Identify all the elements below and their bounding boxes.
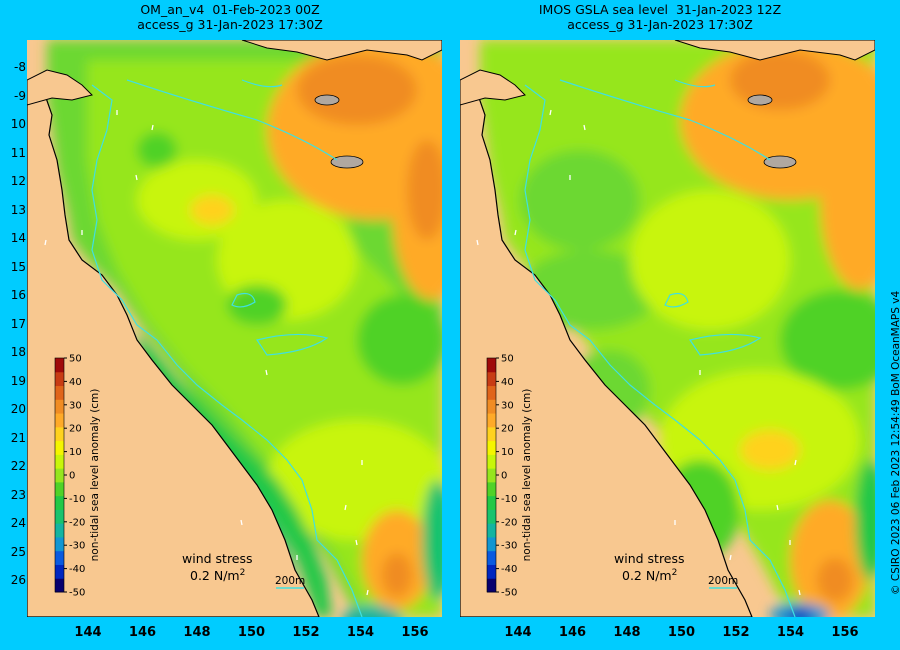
longitude-label-right: 148 — [613, 625, 641, 640]
latitude-label: 14 — [10, 231, 26, 245]
cape-york-tip — [460, 69, 526, 106]
longitude-label-left: 154 — [346, 625, 375, 640]
credit-text: © CSIRO 2023 06 Feb 2023 12:54:49 BoM Oc… — [890, 290, 900, 595]
latitude-label: 20 — [10, 402, 26, 416]
coastline-land — [460, 94, 753, 617]
panel-right-title-line2: access_g 31-Jan-2023 17:30Z — [567, 17, 753, 32]
latitude-label: 10 — [10, 117, 26, 131]
wind-vector-arrow — [355, 539, 358, 546]
wind-vector-arrow — [151, 124, 154, 131]
island-shape — [763, 155, 797, 169]
longitude-label-left: 156 — [401, 625, 429, 640]
longitude-label-left: 150 — [237, 625, 266, 640]
latitude-label: 18 — [10, 345, 26, 359]
latitude-label: 21 — [10, 430, 26, 445]
wind-vector-arrow — [265, 369, 268, 376]
map-panel-left — [27, 40, 442, 617]
latitude-label: 23 — [10, 487, 26, 502]
map-panel-right — [460, 40, 875, 617]
panel-right-title: IMOS GSLA sea level 31-Jan-2023 12Z acce… — [445, 2, 875, 32]
longitude-label-right: 156 — [831, 625, 859, 640]
wind-vector-arrow — [366, 589, 369, 596]
latitude-label: -8 — [14, 60, 26, 74]
latitude-label: 11 — [10, 145, 26, 160]
png-coast — [674, 40, 875, 61]
island-shape — [330, 155, 364, 169]
wind-vector-arrow — [549, 109, 552, 116]
latitude-label: 16 — [10, 288, 26, 302]
longitude-label-right: 152 — [722, 625, 750, 640]
longitude-label-right: 150 — [667, 625, 696, 640]
wind-vectors — [476, 109, 801, 596]
latitude-label: 13 — [10, 202, 26, 217]
shelf-contour — [91, 84, 363, 617]
coastline-land — [27, 94, 320, 617]
latitude-label: 17 — [10, 316, 26, 331]
wind-vector-arrow — [776, 504, 779, 511]
island-shape — [314, 94, 340, 106]
shelf-contour — [524, 84, 796, 617]
latitude-label: 25 — [10, 544, 26, 559]
latitude-label: 12 — [10, 174, 26, 188]
wind-vector-arrow — [514, 229, 517, 236]
longitude-label-right: 144 — [504, 625, 532, 640]
panel-right-title-line1: IMOS GSLA sea level 31-Jan-2023 12Z — [538, 2, 782, 17]
png-coast — [241, 40, 442, 61]
longitude-label-left: 146 — [128, 625, 157, 640]
longitude-label-right: 154 — [776, 625, 805, 640]
panel-left-title-line2: access_g 31-Jan-2023 17:30Z — [137, 17, 323, 32]
wind-vector-arrow — [794, 459, 797, 466]
longitude-label-left: 144 — [74, 625, 102, 640]
latitude-label: 26 — [10, 573, 26, 587]
island-shape — [747, 94, 773, 106]
cape-york-tip — [27, 69, 93, 106]
wind-vector-arrow — [583, 124, 586, 131]
wind-vector-arrow — [476, 239, 479, 246]
wind-vector-arrow — [344, 504, 347, 511]
latitude-label: -9 — [14, 88, 26, 103]
wind-vector-arrow — [798, 589, 801, 596]
wind-vector-arrow — [135, 174, 138, 181]
latitude-label: 22 — [10, 459, 26, 473]
latitude-label: 24 — [10, 516, 26, 530]
reef-contour — [231, 292, 329, 356]
wind-vector-arrow — [729, 554, 732, 561]
strait-contour — [559, 79, 771, 161]
wind-vectors — [44, 110, 369, 596]
panel-left-title: OM_an_v4 01-Feb-2023 00Z access_g 31-Jan… — [15, 2, 445, 32]
longitude-label-left: 152 — [292, 625, 320, 640]
strait-contour — [126, 79, 338, 161]
reef-contour — [664, 292, 762, 356]
longitude-label-left: 148 — [183, 625, 211, 640]
wind-vector-arrow — [44, 239, 47, 246]
wind-vector-arrow — [240, 519, 243, 526]
latitude-label: 15 — [10, 259, 26, 274]
latitude-label: 19 — [10, 373, 26, 388]
panel-left-title-line1: OM_an_v4 01-Feb-2023 00Z — [140, 2, 320, 17]
longitude-label-right: 146 — [558, 625, 587, 640]
